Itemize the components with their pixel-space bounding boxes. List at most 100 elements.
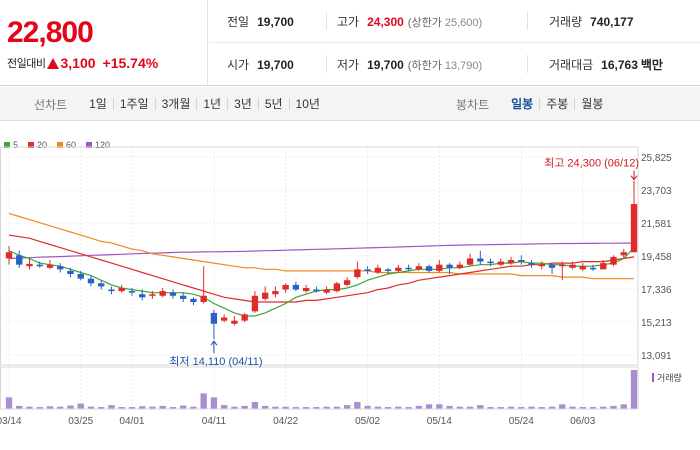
volume-bar: [159, 405, 166, 409]
candle-body: [456, 264, 463, 268]
x-tick-label: 05/14: [427, 416, 452, 427]
candle-body: [5, 252, 13, 259]
low-annotation: 최저 14,110 (04/11): [169, 355, 262, 368]
volume-bar: [446, 405, 453, 409]
volume-panel-frame: [0, 366, 639, 410]
candle-body: [528, 263, 535, 265]
candle-body: [36, 264, 43, 267]
sub-value: 25,600): [444, 16, 483, 29]
candles: [5, 180, 638, 340]
volume-bar: [589, 407, 597, 409]
tab-daily[interactable]: 일봉: [511, 97, 534, 111]
volume-bar: [343, 405, 351, 409]
volume-bar: [405, 407, 412, 409]
tab-3m[interactable]: 3개월: [154, 98, 197, 110]
volume-bar: [302, 407, 310, 409]
candle-body: [282, 284, 289, 290]
tab-3y[interactable]: 3년: [227, 98, 258, 110]
candle-body: [559, 264, 566, 267]
volume-bar: [190, 406, 197, 409]
x-tick-label: 03/14: [0, 416, 22, 427]
candle-body: [538, 264, 545, 267]
candle-body: [118, 287, 125, 292]
volume-bar: [272, 406, 279, 409]
moving-average-lines: [8, 212, 635, 317]
price-panel-frame: [0, 146, 639, 366]
volume-bar: [313, 407, 320, 409]
candle-body: [261, 292, 269, 299]
volume-bar: [579, 407, 586, 409]
volume-bar: [139, 406, 146, 409]
sub-label: (하한가: [407, 59, 442, 72]
divider: [527, 12, 528, 30]
candle-body: [139, 294, 146, 298]
volume-bar: [261, 405, 269, 409]
candle-body: [518, 260, 525, 262]
legend-ma60: 60: [57, 140, 76, 150]
divider: [527, 55, 528, 73]
volume-legend-label: 거래량: [657, 372, 682, 383]
candle-body: [210, 312, 218, 324]
stat-prev-close: 전일 19,700: [227, 0, 294, 43]
volume-bar: [425, 404, 433, 409]
candle-body: [251, 295, 259, 312]
y-tick-label: 19,458: [641, 252, 672, 263]
candle-body: [159, 291, 166, 296]
candle-body: [364, 269, 371, 271]
candle-body: [77, 274, 84, 279]
volume-bar: [477, 405, 484, 409]
volume-bar: [26, 406, 33, 409]
stat-value: 19,700: [257, 14, 294, 29]
volume-bar: [569, 406, 576, 409]
candle-body: [333, 283, 341, 292]
stat-value: 19,700: [257, 57, 294, 72]
ma5-line: [8, 247, 635, 317]
y-tick-label: 25,825: [641, 153, 672, 164]
volume-bar: [395, 406, 402, 409]
tab-1w[interactable]: 1주일: [112, 98, 155, 110]
tab-1d[interactable]: 1일: [89, 97, 107, 111]
tab-monthly[interactable]: 월봉: [574, 98, 609, 110]
candle-body: [169, 292, 177, 296]
y-tick-label: 17,336: [641, 285, 672, 296]
legend-swatch: [57, 142, 64, 148]
candle-body: [200, 295, 207, 302]
tab-10y[interactable]: 10년: [288, 98, 326, 110]
tab-1y[interactable]: 1년: [196, 98, 227, 110]
candle-body: [477, 258, 484, 262]
y-tick-label: 15,213: [641, 318, 672, 329]
candle-body: [220, 317, 228, 321]
x-tick-label: 04/22: [273, 416, 298, 427]
sub-value: 13,790): [444, 59, 483, 72]
candle-chart-title: 봉차트: [456, 97, 490, 112]
candle-body: [466, 258, 474, 265]
change-amount: 3,100: [60, 55, 96, 71]
tab-5y[interactable]: 5년: [257, 98, 289, 110]
legend-label: 120: [95, 140, 111, 150]
tab-weekly[interactable]: 주봉: [539, 98, 574, 110]
stat-value: 19,700: [367, 57, 404, 72]
volume-bar: [282, 406, 289, 409]
period-tab-bar: 선차트 1일 1주일 3개월 1년 3년 5년 10년 봉차트 일봉 주봉 월봉: [0, 87, 700, 121]
volume-bar: [620, 404, 627, 409]
candle-body: [354, 269, 361, 278]
line-chart-tabs: 선차트 1일 1주일 3개월 1년 3년 5년 10년: [34, 87, 326, 121]
y-tick-label: 13,091: [641, 351, 672, 362]
high-arrow-head: [630, 175, 638, 181]
candle-body: [405, 267, 412, 270]
ma60-line: [8, 212, 634, 280]
x-tick-label: 04/01: [119, 416, 144, 427]
candle-body: [579, 266, 586, 270]
stat-trade-value: 거래대금 16,763 백만: [549, 43, 663, 86]
chart-grid: [5, 147, 638, 409]
x-tick-label: 05/02: [355, 416, 380, 427]
y-tick-label: 21,581: [641, 219, 672, 230]
volume-bar: [374, 406, 382, 409]
price-box: 22,800 전일대비 3,100 +15.74%: [0, 0, 208, 86]
volume-bar: [231, 406, 238, 409]
legend-label: 20: [37, 140, 48, 150]
volume-bar: [323, 406, 330, 409]
volume-bar: [210, 397, 218, 409]
x-tick-label: 04/11: [202, 416, 227, 427]
